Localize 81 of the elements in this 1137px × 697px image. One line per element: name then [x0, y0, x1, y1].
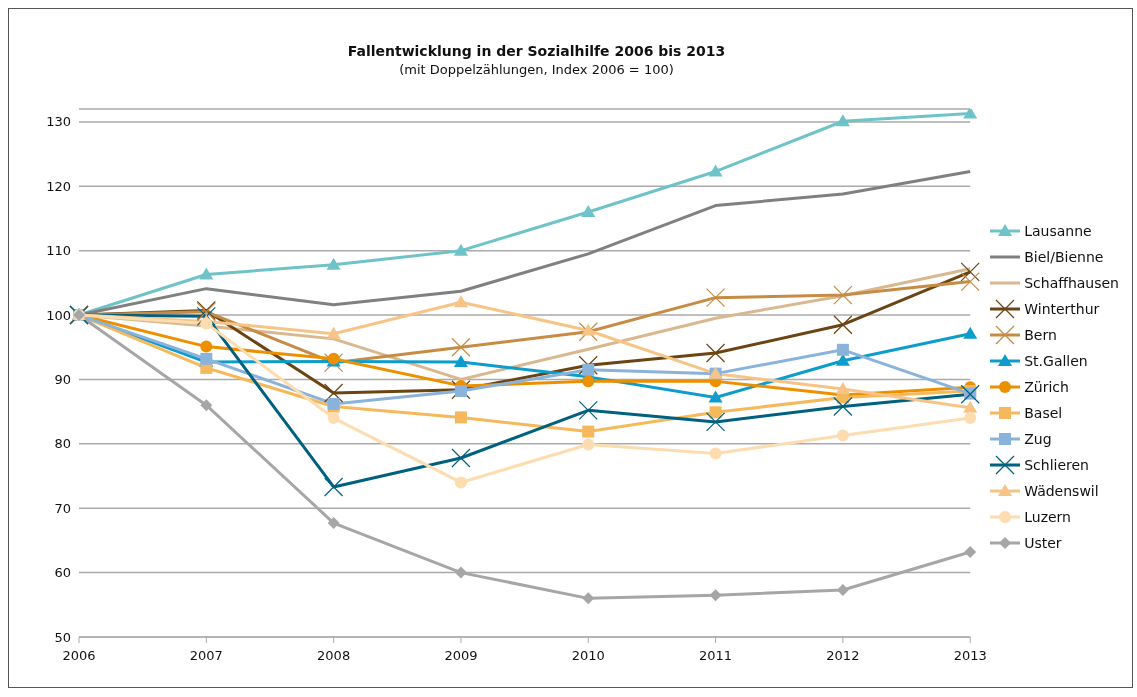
x-tick-label: 2012 — [826, 648, 860, 664]
point — [836, 343, 849, 356]
point — [581, 323, 596, 336]
point — [453, 243, 468, 256]
x-tick-label: 2008 — [317, 648, 351, 664]
point — [709, 447, 722, 460]
point — [200, 340, 213, 353]
legend-label: Zürich — [1024, 379, 1069, 395]
point — [578, 322, 598, 342]
point — [963, 400, 978, 413]
point — [960, 262, 980, 282]
y-tick-label: 130 — [46, 114, 71, 130]
point — [708, 390, 723, 403]
point — [451, 337, 471, 357]
chart-title: Fallentwicklung in der Sozialhilfe 2006 bis 2013 — [346, 43, 727, 59]
y-tick-label: 110 — [46, 243, 71, 259]
point — [836, 429, 849, 442]
legend-label: Winterthur — [1024, 301, 1100, 317]
point — [453, 295, 468, 308]
point — [964, 412, 977, 425]
legend-label: Biel/Bienne — [1024, 249, 1104, 265]
x-tick-label: 2006 — [62, 648, 96, 664]
point — [835, 382, 850, 395]
point — [578, 355, 598, 375]
point — [960, 271, 980, 292]
point — [578, 400, 598, 420]
x-tick-label: 2010 — [571, 648, 605, 664]
point — [582, 425, 595, 438]
point — [453, 355, 468, 368]
legend-label: Schlieren — [1024, 457, 1089, 473]
y-tick-label: 100 — [46, 307, 71, 323]
point — [451, 448, 471, 468]
y-tick-label: 70 — [54, 500, 71, 516]
point — [835, 114, 850, 127]
point — [454, 385, 467, 398]
point — [964, 546, 977, 558]
point — [705, 412, 726, 432]
point — [326, 326, 341, 339]
point — [705, 343, 726, 363]
y-tick-label: 120 — [46, 178, 71, 194]
y-tick-label: 60 — [54, 565, 71, 581]
point — [582, 363, 595, 376]
x-tick-label: 2007 — [189, 648, 223, 664]
x-tick-label: 2009 — [444, 648, 478, 664]
point — [324, 353, 344, 373]
legend-label: St.Gallen — [1024, 353, 1088, 369]
x-tick-label: 2011 — [699, 648, 733, 664]
point — [327, 517, 340, 530]
legend-label: Schaffhausen — [1024, 275, 1119, 291]
point — [709, 406, 722, 419]
point — [582, 438, 595, 451]
point — [582, 375, 595, 388]
y-tick-label: 80 — [54, 436, 71, 452]
legend-label: Lausanne — [1024, 223, 1092, 239]
point — [454, 566, 467, 579]
point — [581, 205, 596, 218]
point — [833, 285, 853, 305]
legend-label: Uster — [1024, 535, 1062, 551]
legend-label: Zug — [1024, 431, 1052, 447]
point — [326, 257, 341, 270]
point — [324, 477, 344, 497]
y-tick-label: 50 — [54, 629, 71, 645]
point — [835, 353, 850, 366]
point — [199, 267, 214, 280]
point — [200, 399, 213, 412]
point — [963, 326, 978, 339]
legend-label: Wädenswil — [1024, 483, 1099, 499]
point — [833, 396, 853, 417]
y-tick-label: 90 — [54, 372, 71, 388]
legend-label: Bern — [1024, 327, 1057, 343]
point — [454, 411, 467, 424]
point — [327, 412, 340, 425]
point — [833, 315, 853, 335]
x-tick-label: 2013 — [953, 648, 987, 664]
point — [705, 288, 726, 308]
point — [708, 164, 723, 177]
point — [454, 476, 467, 489]
chart-subtitle: (mit Doppelzählungen, Index 2006 = 100) — [398, 62, 675, 77]
point — [324, 383, 344, 403]
legend-label: Luzern — [1024, 509, 1071, 525]
legend-label: Basel — [1024, 405, 1063, 421]
